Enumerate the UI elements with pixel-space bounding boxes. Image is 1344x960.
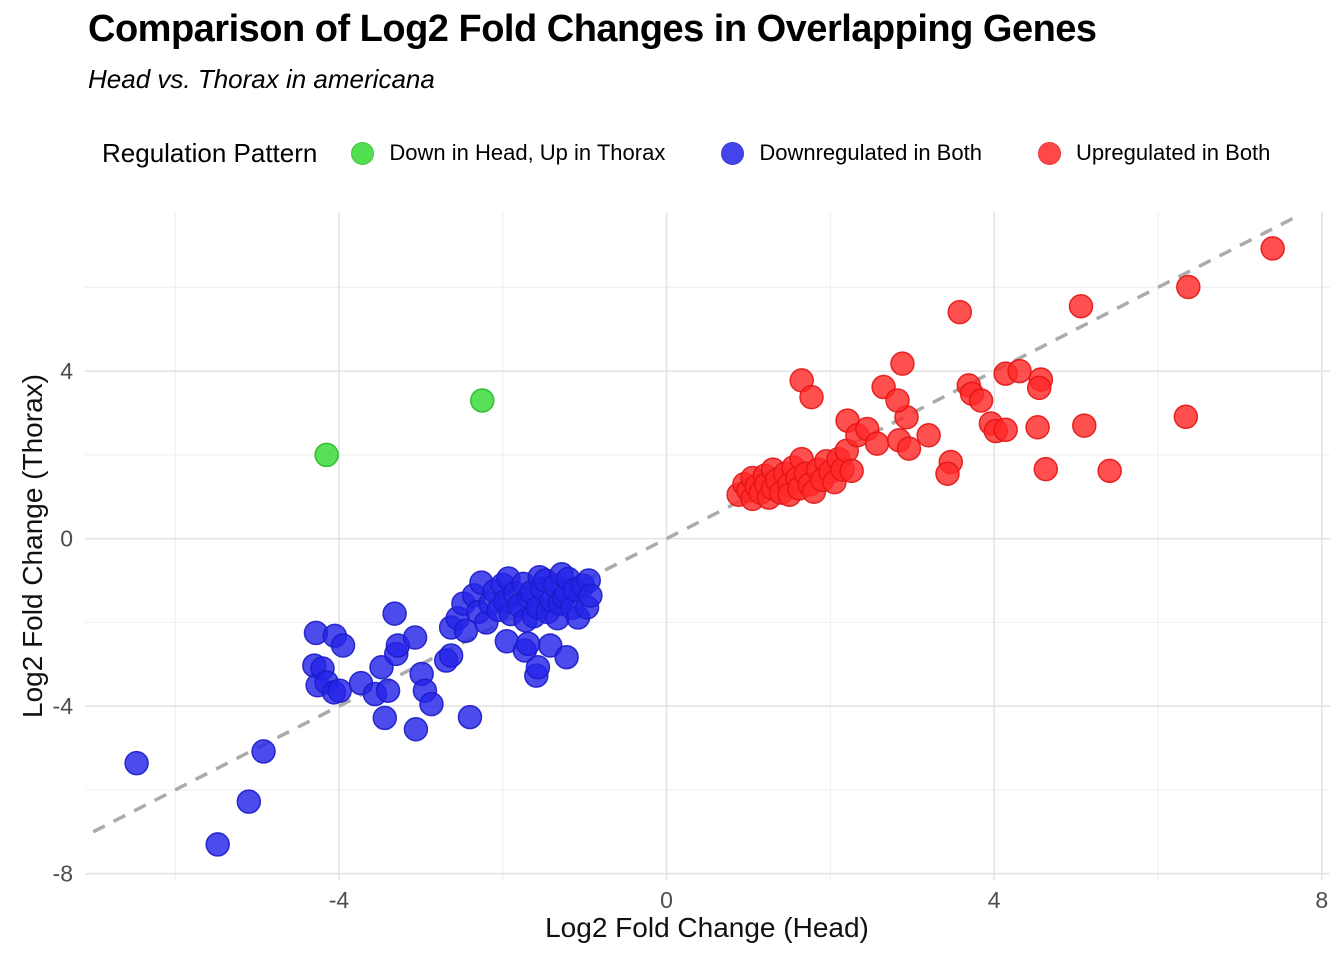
data-point-red: [916, 422, 941, 448]
data-point-blue: [327, 678, 352, 703]
data-point-red: [1260, 236, 1285, 261]
data-point-red: [1176, 274, 1201, 300]
data-point-blue: [402, 625, 428, 650]
legend-swatch-icon: [1037, 141, 1061, 165]
data-point-red: [1072, 413, 1097, 438]
data-point-red: [968, 388, 994, 413]
data-point-red: [1173, 404, 1199, 430]
data-point-red: [864, 431, 890, 456]
legend-item-label: Upregulated in Both: [1075, 140, 1271, 165]
legend-item-label: Down in Head, Up in Thorax: [389, 140, 666, 165]
legend-item: Downregulated in Both: [721, 140, 982, 166]
data-point-red: [1026, 375, 1052, 401]
x-tick-label: 4: [988, 887, 1001, 913]
data-point-blue: [457, 704, 483, 730]
data-point-red: [896, 436, 922, 461]
data-point-red: [1025, 415, 1050, 440]
data-point-blue: [419, 691, 444, 717]
data-point-blue: [554, 644, 579, 670]
data-point-blue: [578, 583, 603, 608]
data-point-red: [1007, 358, 1032, 384]
y-tick-label: 0: [60, 526, 73, 552]
legend: Regulation Pattern Down in Head, Up in T…: [102, 134, 1326, 172]
data-point-red: [947, 299, 973, 325]
legend-item-label: Downregulated in Both: [759, 140, 982, 165]
y-tick-label: -8: [53, 861, 73, 887]
chart-subtitle: Head vs. Thorax in americana: [88, 64, 435, 94]
data-point-red: [839, 458, 864, 484]
legend-item: Upregulated in Both: [1037, 140, 1271, 166]
data-point-blue: [205, 832, 230, 857]
y-tick-label: -4: [53, 693, 74, 719]
legend-swatch-icon: [721, 141, 745, 165]
data-point-blue: [403, 716, 429, 742]
data-point-red: [890, 351, 915, 376]
data-point-green: [314, 442, 339, 468]
legend-swatch-icon: [351, 141, 375, 165]
data-point-blue: [330, 633, 356, 658]
data-point-blue: [438, 643, 464, 668]
data-point-red: [885, 388, 910, 413]
data-point-blue: [236, 789, 262, 814]
data-point-blue: [251, 739, 276, 764]
x-tick-label: 8: [1315, 887, 1328, 913]
chart-title: Comparison of Log2 Fold Changes in Overl…: [88, 8, 1097, 50]
data-point-blue: [525, 654, 551, 680]
data-point-blue: [372, 705, 398, 731]
data-point-red: [1068, 293, 1094, 319]
legend-item: Down in Head, Up in Thorax: [351, 140, 665, 166]
x-axis-title: Log2 Fold Change (Head): [545, 912, 869, 943]
identity-reference-line: [92, 212, 1303, 834]
legend-title: Regulation Pattern: [102, 137, 318, 168]
data-point-blue: [453, 618, 479, 644]
y-tick-label: 4: [60, 358, 73, 384]
x-tick-label: -4: [329, 887, 350, 913]
data-point-red: [1097, 458, 1122, 484]
data-point-red: [993, 417, 1018, 443]
data-point-red: [1033, 456, 1059, 482]
data-point-red: [935, 461, 960, 487]
data-point-blue: [124, 750, 149, 776]
data-point-green: [470, 388, 495, 413]
x-tick-label: 0: [660, 887, 673, 913]
data-point-red: [799, 384, 824, 410]
legend-items: Down in Head, Up in Thorax Downregulated …: [351, 140, 1326, 166]
y-axis-title: Log2 Fold Change (Thorax): [17, 374, 48, 718]
data-point-blue: [382, 601, 407, 626]
data-point-blue: [375, 678, 401, 703]
data-point-blue: [515, 631, 541, 657]
